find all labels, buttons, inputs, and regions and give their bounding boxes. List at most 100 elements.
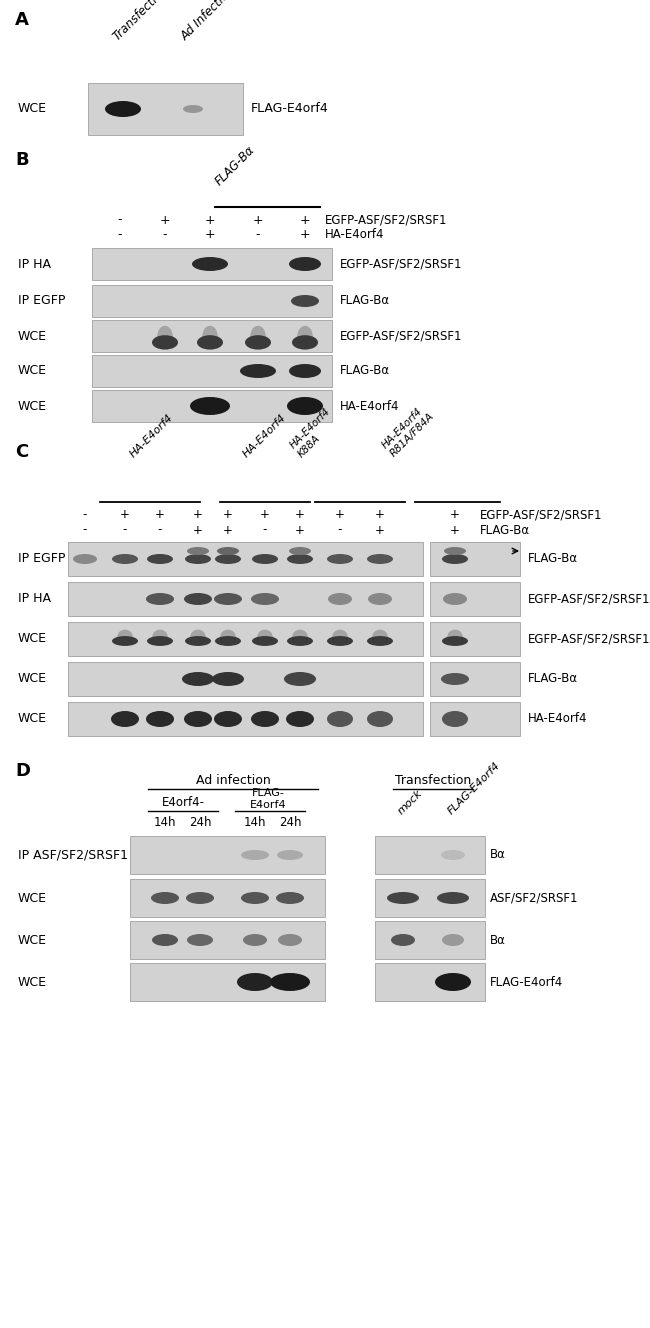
Ellipse shape: [442, 934, 464, 946]
Text: Transfection: Transfection: [111, 0, 171, 42]
Ellipse shape: [245, 335, 271, 349]
Text: WCE: WCE: [18, 976, 47, 988]
Text: +: +: [160, 214, 170, 227]
Text: -: -: [162, 228, 167, 242]
Bar: [375, 922, 485, 959]
Text: FLAG-Bα: FLAG-Bα: [340, 295, 390, 308]
Ellipse shape: [328, 594, 352, 606]
Ellipse shape: [367, 636, 393, 645]
Text: +: +: [375, 523, 385, 537]
Text: -: -: [83, 523, 87, 537]
Text: FLAG-Bα: FLAG-Bα: [528, 552, 578, 566]
Ellipse shape: [287, 397, 323, 414]
Text: HA-E4orf4: HA-E4orf4: [325, 228, 385, 242]
Text: +: +: [335, 509, 345, 522]
Text: FLAG-Bα: FLAG-Bα: [480, 523, 530, 537]
Text: mock: mock: [396, 788, 424, 815]
Text: FLAG-E4orf4: FLAG-E4orf4: [490, 976, 564, 988]
Ellipse shape: [237, 973, 273, 991]
Ellipse shape: [287, 636, 313, 645]
Text: +: +: [205, 214, 215, 227]
Ellipse shape: [184, 594, 212, 606]
Text: +: +: [450, 523, 460, 537]
Text: A: A: [15, 11, 29, 29]
Ellipse shape: [215, 554, 241, 564]
Text: EGFP-ASF/SF2/SRSF1: EGFP-ASF/SF2/SRSF1: [340, 258, 463, 271]
Text: WCE: WCE: [18, 364, 47, 377]
Bar: [430, 622, 520, 656]
Ellipse shape: [252, 636, 278, 645]
Ellipse shape: [327, 636, 353, 645]
Ellipse shape: [190, 629, 206, 644]
Ellipse shape: [270, 973, 310, 991]
Ellipse shape: [152, 934, 178, 946]
Bar: [130, 922, 325, 959]
Ellipse shape: [147, 636, 173, 645]
Ellipse shape: [183, 105, 203, 113]
Bar: [92, 286, 332, 317]
Ellipse shape: [190, 397, 230, 414]
Bar: [430, 582, 520, 616]
Bar: [92, 320, 332, 352]
Text: IP EGFP: IP EGFP: [18, 295, 66, 308]
Text: +: +: [450, 509, 460, 522]
Ellipse shape: [146, 594, 174, 606]
Text: HA-E4orf4: HA-E4orf4: [241, 412, 288, 459]
Text: FLAG-
E4orf4: FLAG- E4orf4: [250, 789, 286, 810]
Ellipse shape: [187, 934, 213, 946]
Bar: [68, 661, 423, 696]
Ellipse shape: [442, 636, 468, 645]
Ellipse shape: [297, 325, 313, 348]
Text: Bα: Bα: [490, 934, 506, 947]
Ellipse shape: [215, 636, 241, 645]
Ellipse shape: [182, 672, 214, 687]
Text: EGFP-ASF/SF2/SRSF1: EGFP-ASF/SF2/SRSF1: [528, 632, 650, 645]
Text: HA-E4orf4
R81A/F84A: HA-E4orf4 R81A/F84A: [380, 404, 436, 459]
Ellipse shape: [251, 710, 279, 726]
Text: +: +: [223, 509, 233, 522]
Text: WCE: WCE: [18, 632, 47, 645]
Text: EGFP-ASF/SF2/SRSF1: EGFP-ASF/SF2/SRSF1: [480, 509, 603, 522]
Text: IP EGFP: IP EGFP: [18, 552, 66, 566]
Ellipse shape: [240, 364, 276, 378]
Text: +: +: [300, 214, 310, 227]
Ellipse shape: [105, 101, 141, 117]
Text: D: D: [15, 762, 30, 780]
Text: B: B: [15, 151, 29, 169]
Text: FLAG-E4orf4: FLAG-E4orf4: [251, 102, 329, 116]
Ellipse shape: [220, 629, 236, 644]
Text: -: -: [83, 509, 87, 522]
Text: Ad Infection: Ad Infection: [179, 0, 238, 42]
Ellipse shape: [202, 325, 218, 348]
Ellipse shape: [197, 335, 223, 349]
Ellipse shape: [368, 594, 392, 606]
Text: FLAG-Bα: FLAG-Bα: [213, 143, 258, 187]
Text: Ad infection: Ad infection: [196, 774, 270, 788]
Text: +: +: [295, 523, 305, 537]
Bar: [375, 963, 485, 1001]
Text: EGFP-ASF/SF2/SRSF1: EGFP-ASF/SF2/SRSF1: [528, 592, 650, 606]
Bar: [375, 837, 485, 874]
Ellipse shape: [287, 554, 313, 564]
Ellipse shape: [152, 335, 178, 349]
Text: HA-E4orf4: HA-E4orf4: [128, 412, 175, 459]
Ellipse shape: [441, 850, 465, 861]
Bar: [92, 248, 332, 280]
Bar: [130, 837, 325, 874]
Bar: [430, 661, 520, 696]
Ellipse shape: [276, 892, 304, 904]
Ellipse shape: [441, 673, 469, 685]
Bar: [375, 879, 485, 918]
Ellipse shape: [367, 554, 393, 564]
Bar: [92, 355, 332, 386]
Text: IP HA: IP HA: [18, 592, 51, 606]
Text: Bα: Bα: [490, 849, 506, 862]
Ellipse shape: [327, 554, 353, 564]
Ellipse shape: [112, 636, 138, 645]
Ellipse shape: [289, 364, 321, 378]
Ellipse shape: [241, 850, 269, 861]
Ellipse shape: [252, 554, 278, 564]
Bar: [68, 622, 423, 656]
Ellipse shape: [372, 629, 388, 644]
Text: -: -: [118, 228, 122, 242]
